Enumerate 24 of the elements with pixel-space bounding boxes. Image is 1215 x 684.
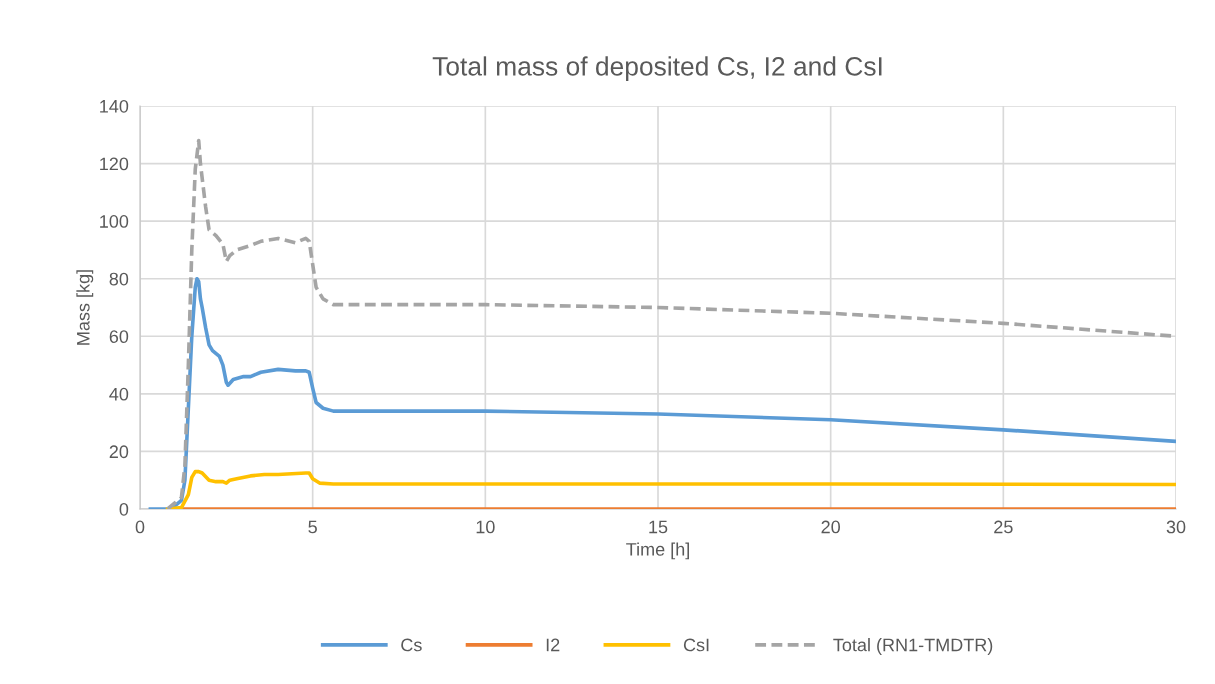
y-tick-label: 40: [109, 387, 129, 401]
x-tick-label: 15: [649, 520, 668, 534]
y-tick-label: 140: [100, 99, 129, 113]
legend-label: Cs: [401, 638, 422, 652]
x-tick-label: 10: [476, 520, 495, 534]
x-tick-label: 30: [1166, 520, 1186, 534]
y-tick-label: 80: [109, 272, 129, 286]
y-tick-label: 20: [109, 445, 129, 459]
chart-title: Total mass of deposited Cs, I2 and CsI: [432, 56, 882, 81]
y-tick-label: 0: [119, 502, 129, 516]
legend-label: CsI: [683, 638, 709, 652]
y-tick-label: 120: [100, 157, 129, 171]
x-axis-title: Time [h]: [626, 542, 689, 560]
legend-label: Total (RN1-TMDTR): [833, 638, 993, 655]
y-tick-label: 60: [109, 330, 129, 344]
line-series: [148, 276, 1176, 509]
y-axis-title: Mass [kg]: [76, 270, 94, 345]
y-tick-label: 100: [100, 215, 129, 228]
legend-label: I2: [546, 638, 560, 652]
x-tick-label: 0: [135, 520, 145, 534]
x-tick-label: 5: [308, 520, 317, 534]
x-tick-label: 20: [821, 520, 840, 534]
line-series: [165, 469, 1176, 509]
x-tick-label: 25: [994, 520, 1013, 534]
